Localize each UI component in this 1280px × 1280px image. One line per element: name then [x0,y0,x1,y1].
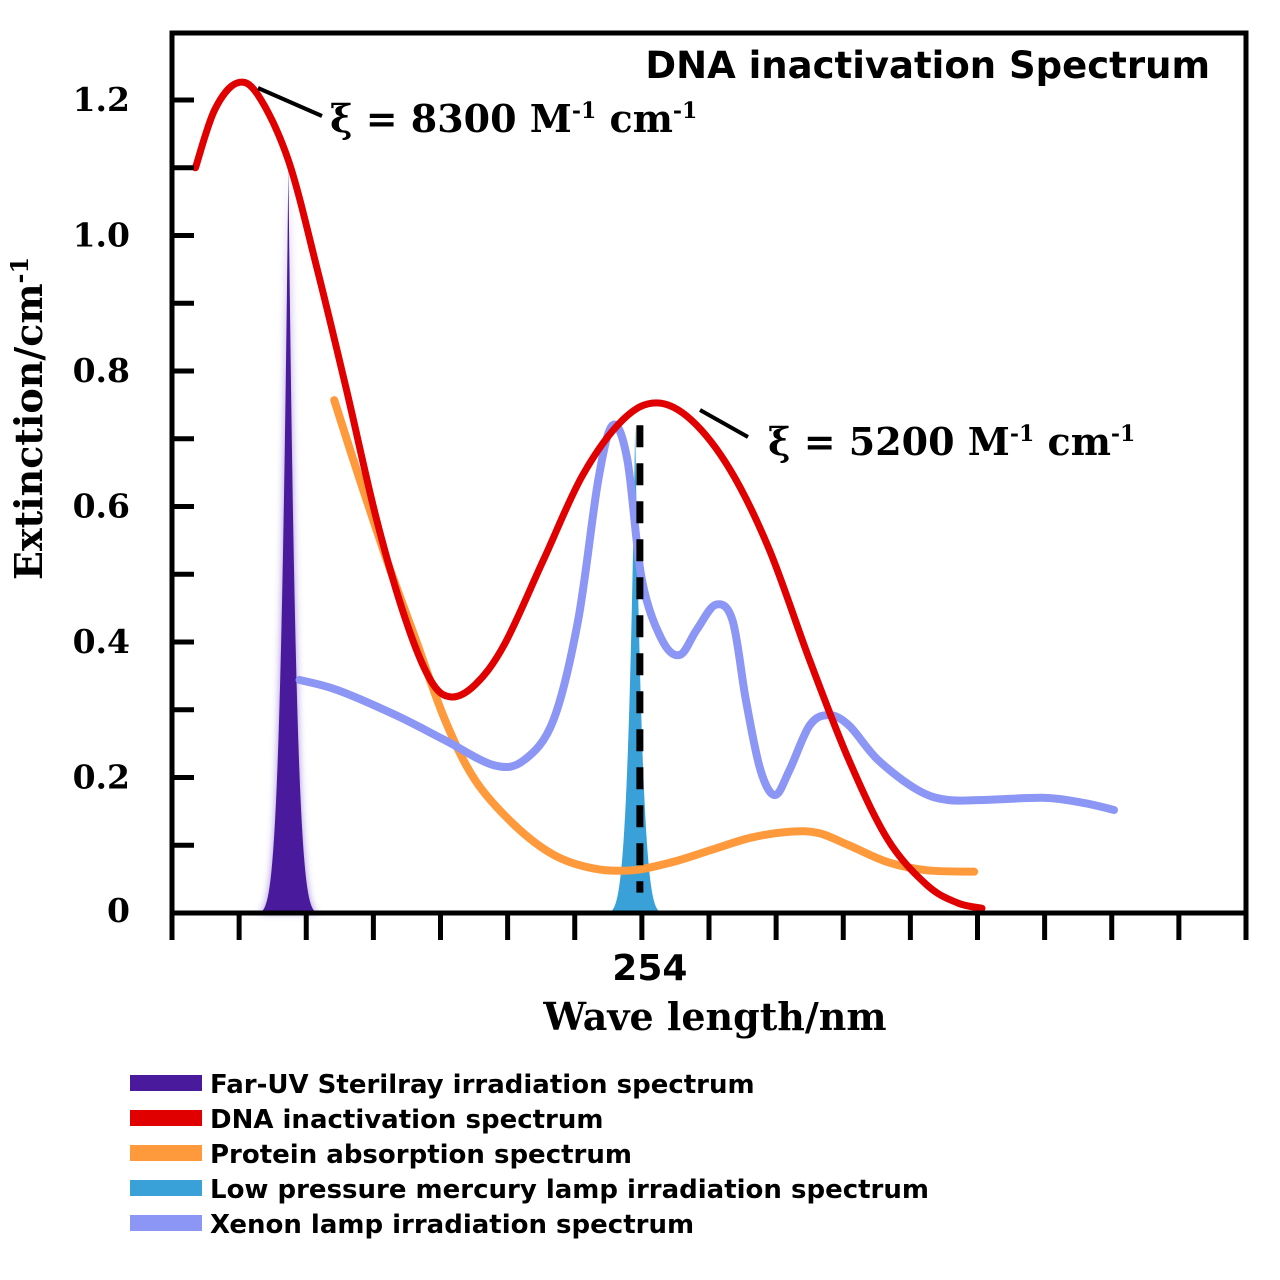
annotations: ξ = 8300 M-1 cm-1ξ = 5200 M-1 cm-1 [257,86,1135,464]
y-tick-label: 0.8 [73,351,130,390]
y-tick-label: 0.6 [73,487,130,526]
y-tick-label: 1.0 [73,216,130,255]
annotation-text-part: cm [1034,419,1111,464]
annotation-text-part: -1 [1010,421,1034,447]
y-tick-label: 0 [107,891,130,930]
dna-inactivation-spectrum-line [191,78,986,912]
annotation-leader-line [699,408,749,439]
legend-swatch [130,1110,202,1126]
legend-swatch [130,1145,202,1161]
y-axis-ticks: 0 0.2 0.4 0.6 0.8 1.0 1.2 [73,80,194,930]
x-axis-ticks: 254 [169,913,1249,989]
legend-swatch [130,1215,202,1231]
chart-title: DNA inactivation Spectrum [645,44,1210,87]
far-uv-sterilray-irradiation-spectrum-peak [252,167,325,913]
extinction-coefficient-label: ξ = 5200 M-1 cm-1 [768,419,1135,464]
low-pressure-mercury-lamp-irradiation-spectrum-peak [601,425,669,913]
y-tick-label: 1.2 [73,80,130,119]
line-layer [191,78,1118,912]
legend-label: Xenon lamp irradiation spectrum [210,1210,694,1240]
annotation-leader-line [257,86,323,118]
plot-frame [169,30,1249,916]
legend-label: Low pressure mercury lamp irradiation sp… [210,1175,929,1205]
annotation-text-part: -1 [1111,421,1135,447]
annotation-text-part: -1 [673,98,697,124]
legend-swatch [130,1180,202,1196]
annotation-text-part: cm [596,96,673,141]
y-axis-label: Extinction/cm-1 [5,257,51,580]
y-tick-label: 0.2 [73,758,130,797]
annotation-text-part: ξ = 8300 M [330,96,572,141]
peak-layer [252,167,669,913]
x-tick-label: 254 [612,948,687,989]
legend-label: Far-UV Sterilray irradiation spectrum [210,1070,755,1100]
y-tick-label: 0.4 [73,622,130,661]
extinction-coefficient-label: ξ = 8300 M-1 cm-1 [330,96,697,141]
legend-swatch [130,1075,202,1091]
legend-label: DNA inactivation spectrum [210,1105,603,1135]
protein-absorption-spectrum-line [330,396,979,876]
xenon-lamp-irradiation-spectrum-line [295,420,1118,815]
legend: Far-UV Sterilray irradiation spectrum DNA… [130,1070,929,1240]
annotation-text-part: -1 [572,98,596,124]
annotation-text-part: ξ = 5200 M [768,419,1010,464]
x-axis-label: Wave length/nm [542,994,886,1039]
legend-label: Protein absorption spectrum [210,1140,632,1170]
